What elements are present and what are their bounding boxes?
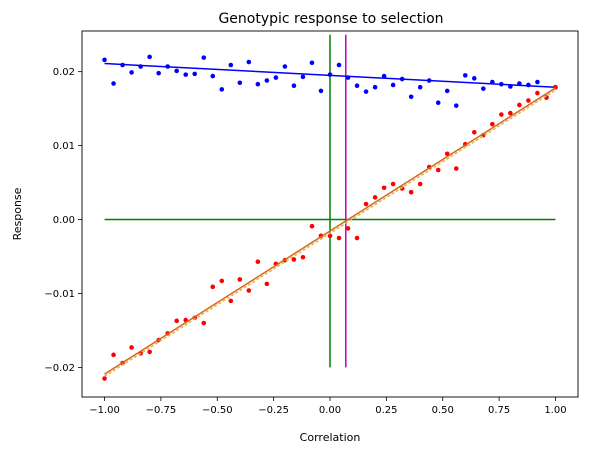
data-point [381, 73, 387, 79]
data-point [336, 235, 342, 241]
data-point [417, 181, 423, 187]
data-point [219, 278, 225, 284]
x-axis-label: Correlation [300, 431, 361, 444]
data-point [481, 86, 486, 91]
data-point [228, 298, 234, 304]
data-point [255, 81, 261, 87]
data-point [237, 277, 243, 282]
data-point [129, 70, 134, 75]
data-point [129, 345, 134, 350]
data-point [444, 151, 450, 157]
data-point [499, 112, 504, 117]
dashed-line-series-4 [104, 89, 556, 377]
x-tick-label: −0.50 [202, 405, 233, 416]
data-point [363, 201, 369, 207]
y-axis-label: Response [11, 187, 24, 240]
data-point [156, 70, 161, 76]
x-tick-label: 0.25 [375, 405, 397, 416]
data-point [390, 181, 396, 187]
data-point [372, 195, 378, 200]
data-point [336, 62, 342, 68]
data-point [174, 68, 179, 74]
data-point [462, 73, 468, 78]
data-point [354, 235, 360, 241]
x-tick-label: −0.25 [258, 405, 289, 416]
data-point [291, 257, 297, 262]
data-point [318, 88, 324, 94]
data-point [526, 98, 531, 103]
y-tick-label: 0.02 [53, 67, 75, 78]
data-point [300, 254, 306, 260]
data-point [490, 121, 495, 127]
data-point [102, 376, 107, 381]
data-point [255, 259, 261, 264]
data-point [354, 83, 360, 89]
x-tick-label: 0.00 [319, 405, 341, 416]
data-point [435, 167, 441, 173]
data-point [264, 78, 270, 83]
y-tick-label: −0.02 [44, 363, 75, 374]
y-axis-ticks: −0.02 −0.01 0.00 0.01 0.02 [44, 67, 82, 374]
data-point [273, 75, 279, 80]
data-point [246, 288, 252, 293]
data-point [381, 185, 387, 191]
data-point [111, 352, 116, 358]
data-point [372, 84, 378, 90]
data-point [246, 59, 252, 65]
data-point [417, 84, 423, 90]
data-point [147, 54, 152, 60]
data-point [390, 82, 396, 88]
data-point [228, 62, 234, 68]
x-tick-label: 0.50 [432, 405, 454, 416]
data-point [517, 102, 522, 108]
x-tick-label: 0.75 [488, 405, 510, 416]
data-point [237, 80, 243, 86]
data-point [201, 320, 207, 326]
data-point [201, 55, 207, 60]
data-point [309, 223, 315, 229]
data-point [363, 89, 369, 94]
y-tick-label: 0.00 [53, 215, 75, 226]
x-tick-label: 1.00 [544, 405, 566, 416]
data-point [471, 129, 477, 135]
data-point [147, 349, 152, 355]
y-tick-label: −0.01 [44, 289, 75, 300]
data-point [183, 72, 189, 77]
line-series-1 [104, 62, 556, 88]
data-point [291, 83, 297, 89]
data-point [210, 73, 216, 79]
data-point [453, 103, 459, 108]
line-series-3 [104, 87, 556, 375]
data-point [408, 94, 414, 100]
x-axis-ticks: −1.00 −0.75 −0.50 −0.25 0.00 0.25 0.50 0.75 1.00 [89, 397, 567, 416]
data-point [345, 226, 351, 231]
data-point [535, 90, 540, 96]
data-point [102, 57, 107, 63]
data-point [174, 318, 179, 324]
x-tick-label: −1.00 [89, 405, 120, 416]
data-point [219, 87, 225, 92]
chart-title: Genotypic response to selection [218, 11, 443, 27]
data-point [444, 88, 450, 94]
data-point [300, 74, 306, 80]
data-point [192, 71, 198, 77]
x-tick-label: −0.75 [146, 405, 177, 416]
data-point [264, 281, 270, 287]
data-point [111, 81, 116, 86]
data-point [471, 76, 477, 81]
data-point [282, 64, 288, 69]
data-point [435, 100, 441, 106]
y-tick-label: 0.01 [53, 141, 75, 152]
data-point [309, 60, 315, 66]
data-point [535, 79, 540, 85]
data-point [508, 110, 513, 116]
series-layer [102, 34, 558, 381]
data-point [210, 284, 216, 290]
data-point [408, 189, 414, 195]
data-point [453, 166, 459, 171]
